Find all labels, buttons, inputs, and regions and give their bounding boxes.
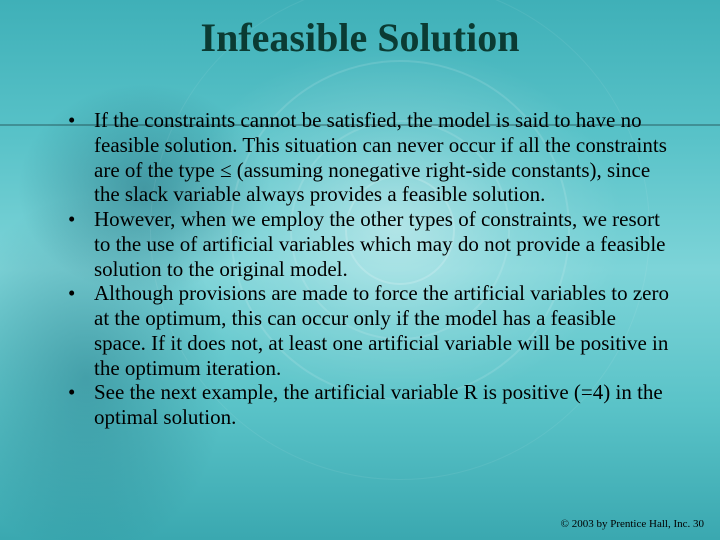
slide: Infeasible Solution If the constraints c… <box>0 0 720 540</box>
slide-body: If the constraints cannot be satisfied, … <box>60 108 670 430</box>
slide-title: Infeasible Solution <box>0 14 720 61</box>
bullet-item: If the constraints cannot be satisfied, … <box>60 108 670 207</box>
bullet-item: Although provisions are made to force th… <box>60 281 670 380</box>
bullet-list: If the constraints cannot be satisfied, … <box>60 108 670 430</box>
bullet-item: However, when we employ the other types … <box>60 207 670 281</box>
bullet-item: See the next example, the artificial var… <box>60 380 670 430</box>
footer-text: © 2003 by Prentice Hall, Inc. 30 <box>561 518 704 530</box>
